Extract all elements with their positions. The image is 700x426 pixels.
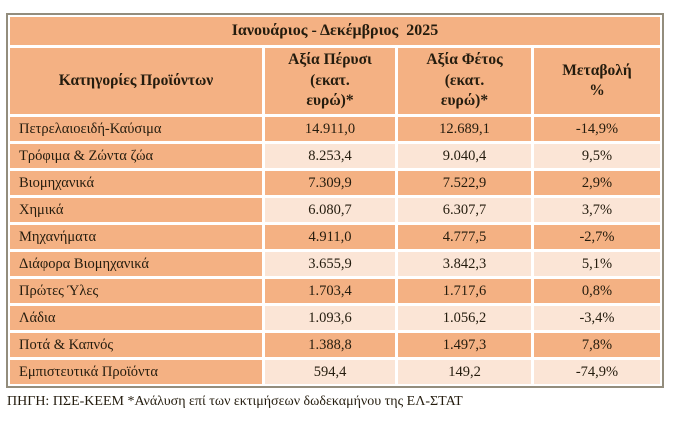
row-change-value: -3,4% — [534, 306, 660, 330]
column-header-last-year: Αξία Πέρυσι (εκατ. ευρώ)* — [265, 48, 395, 114]
row-change-value: 2,9% — [534, 171, 660, 195]
row-this-year-value: 1.497,3 — [398, 333, 531, 357]
row-last-year-value: 8.253,4 — [265, 144, 395, 168]
column-header-this-year: Αξία Φέτος (εκατ. ευρώ)* — [398, 48, 531, 114]
row-category: Βιομηχανικά — [10, 171, 262, 195]
row-last-year-value: 6.080,7 — [265, 198, 395, 222]
row-change-value: 5,1% — [534, 252, 660, 276]
row-category: Χημικά — [10, 198, 262, 222]
row-last-year-value: 14.911,0 — [265, 117, 395, 141]
row-last-year-value: 1.093,6 — [265, 306, 395, 330]
row-last-year-value: 3.655,9 — [265, 252, 395, 276]
row-change-value: 9,5% — [534, 144, 660, 168]
row-this-year-value: 4.777,5 — [398, 225, 531, 249]
row-this-year-value: 1.717,6 — [398, 279, 531, 303]
row-category: Ποτά & Καπνός — [10, 333, 262, 357]
row-last-year-value: 1.703,4 — [265, 279, 395, 303]
row-category: Τρόφιμα & Ζώντα ζώα — [10, 144, 262, 168]
row-this-year-value: 7.522,9 — [398, 171, 531, 195]
row-this-year-value: 9.040,4 — [398, 144, 531, 168]
row-this-year-value: 12.689,1 — [398, 117, 531, 141]
source-footnote: ΠΗΓΗ: ΠΣΕ-ΚΕΕΜ *Ανάλυση επί των εκτιμήσε… — [7, 394, 463, 409]
row-this-year-value: 6.307,7 — [398, 198, 531, 222]
row-change-value: 7,8% — [534, 333, 660, 357]
export-values-table: Ιανουάριος - Δεκέμβριος 2025 Κατηγορίες … — [6, 13, 664, 388]
row-category: Λάδια — [10, 306, 262, 330]
row-category: Εμπιστευτικά Προϊόντα — [10, 360, 262, 384]
row-change-value: -14,9% — [534, 117, 660, 141]
row-last-year-value: 4.911,0 — [265, 225, 395, 249]
row-change-value: -2,7% — [534, 225, 660, 249]
row-last-year-value: 7.309,9 — [265, 171, 395, 195]
row-last-year-value: 594,4 — [265, 360, 395, 384]
row-this-year-value: 1.056,2 — [398, 306, 531, 330]
row-this-year-value: 149,2 — [398, 360, 531, 384]
row-category: Μηχανήματα — [10, 225, 262, 249]
row-this-year-value: 3.842,3 — [398, 252, 531, 276]
column-header-change: Μεταβολή % — [534, 48, 660, 114]
row-last-year-value: 1.388,8 — [265, 333, 395, 357]
row-category: Διάφορα Βιομηχανικά — [10, 252, 262, 276]
column-header-category: Κατηγορίες Προϊόντων — [10, 48, 262, 114]
table-grid: Ιανουάριος - Δεκέμβριος 2025 Κατηγορίες … — [10, 17, 660, 384]
row-category: Πετρελαιοειδή-Καύσιμα — [10, 117, 262, 141]
row-change-value: 3,7% — [534, 198, 660, 222]
table-title: Ιανουάριος - Δεκέμβριος 2025 — [10, 17, 660, 45]
row-change-value: 0,8% — [534, 279, 660, 303]
row-change-value: -74,9% — [534, 360, 660, 384]
row-category: Πρώτες Ύλες — [10, 279, 262, 303]
